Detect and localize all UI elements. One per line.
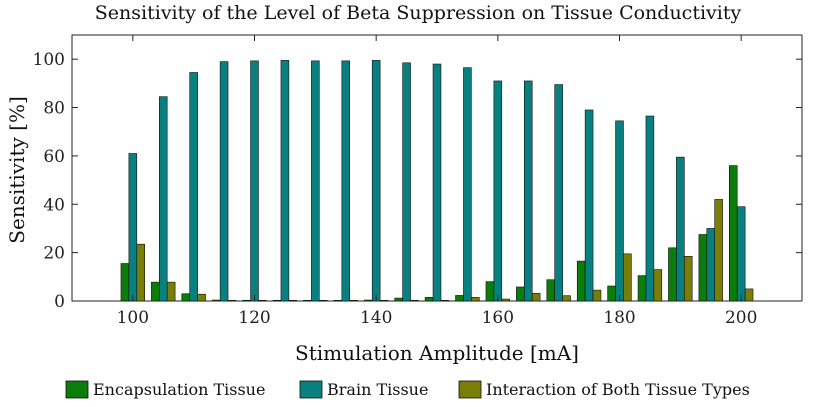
bar-2-155	[471, 297, 480, 302]
bar-0-165	[516, 286, 525, 302]
bar-2-175	[592, 289, 602, 302]
bar-1-100	[128, 153, 138, 302]
bar-1-180	[615, 120, 624, 302]
bar-0-155	[455, 295, 464, 302]
x-tick-label: 120	[238, 308, 270, 328]
bar-0-150	[424, 297, 434, 302]
bar-0-175	[576, 260, 586, 302]
bar-2-150	[440, 299, 450, 302]
bar-0-110	[181, 293, 191, 302]
bar-1-155	[463, 67, 472, 302]
bar-0-115	[211, 299, 221, 302]
x-tick-label: 160	[482, 308, 514, 328]
bar-0-100	[120, 263, 130, 302]
y-tick-label: 80	[43, 99, 65, 119]
bar-1-165	[523, 80, 533, 302]
bar-2-100	[136, 243, 145, 302]
bar-0-120	[242, 299, 251, 302]
bar-0-135	[333, 299, 343, 302]
bar-2-135	[349, 299, 358, 302]
bar-2-120	[258, 299, 267, 302]
bar-1-145	[402, 62, 411, 302]
y-tick-label: 40	[43, 195, 65, 215]
bar-2-160	[501, 298, 511, 302]
bar-1-120	[250, 60, 259, 302]
bar-0-105	[151, 281, 160, 302]
bar-0-170	[546, 279, 556, 302]
legend-swatch-2	[458, 380, 482, 399]
bar-0-195	[698, 234, 708, 302]
x-tick-label: 200	[725, 308, 757, 328]
bar-2-145	[410, 299, 419, 302]
bar-2-200	[744, 288, 754, 302]
bar-1-160	[493, 80, 503, 302]
bar-2-110	[197, 293, 206, 302]
bar-1-190	[676, 156, 685, 302]
chart-title: Sensitivity of the Level of Beta Suppres…	[95, 2, 742, 24]
bar-1-195	[706, 228, 716, 302]
legend-label-0: Encapsulation Tissue	[93, 380, 265, 399]
legend-label-1: Brain Tissue	[327, 380, 428, 399]
bar-1-140	[371, 60, 381, 302]
y-tick-label: 60	[43, 147, 65, 167]
bar-0-190	[668, 247, 677, 302]
bar-1-110	[189, 72, 198, 302]
bar-1-135	[341, 60, 351, 302]
x-axis-label: Stimulation Amplitude [mA]	[295, 341, 579, 365]
bar-2-105	[166, 281, 176, 302]
y-axis-label: Sensitivity [%]	[5, 96, 29, 244]
bar-1-125	[280, 60, 290, 302]
bar-2-130	[318, 299, 328, 302]
bar-0-145	[394, 297, 403, 302]
bar-1-185	[645, 115, 655, 302]
bar-2-140	[379, 299, 389, 302]
legend-label-2: Interaction of Both Tissue Types	[486, 380, 750, 399]
bar-1-170	[554, 84, 563, 302]
bar-1-150	[432, 63, 442, 302]
bar-1-175	[584, 109, 594, 302]
bar-2-180	[623, 253, 632, 302]
bar-1-200	[736, 206, 746, 302]
bar-1-130	[311, 60, 320, 302]
bar-1-115	[219, 61, 229, 302]
bar-0-125	[272, 299, 282, 302]
y-tick-label: 100	[33, 50, 65, 70]
bar-0-200	[728, 165, 738, 302]
bar-2-190	[683, 255, 693, 302]
bar-2-170	[562, 295, 571, 302]
bar-2-195	[714, 199, 723, 302]
bar-2-115	[227, 299, 237, 302]
bar-2-185	[653, 269, 663, 302]
bar-1-105	[159, 96, 168, 302]
legend-swatch-1	[299, 380, 323, 399]
bar-2-125	[288, 299, 298, 302]
bar-2-165	[531, 292, 541, 302]
bar-0-160	[485, 281, 495, 302]
y-tick-label: 20	[43, 244, 65, 264]
legend-swatch-0	[65, 380, 89, 399]
x-tick-label: 100	[117, 308, 149, 328]
bar-0-140	[363, 299, 373, 302]
bar-0-180	[607, 285, 616, 302]
x-tick-label: 180	[603, 308, 635, 328]
bar-0-130	[303, 299, 312, 302]
bar-0-185	[637, 275, 647, 302]
x-tick-label: 140	[360, 308, 392, 328]
y-tick-label: 0	[54, 292, 65, 312]
legend: Encapsulation Tissue Brain Tissue Interact…	[65, 380, 750, 399]
